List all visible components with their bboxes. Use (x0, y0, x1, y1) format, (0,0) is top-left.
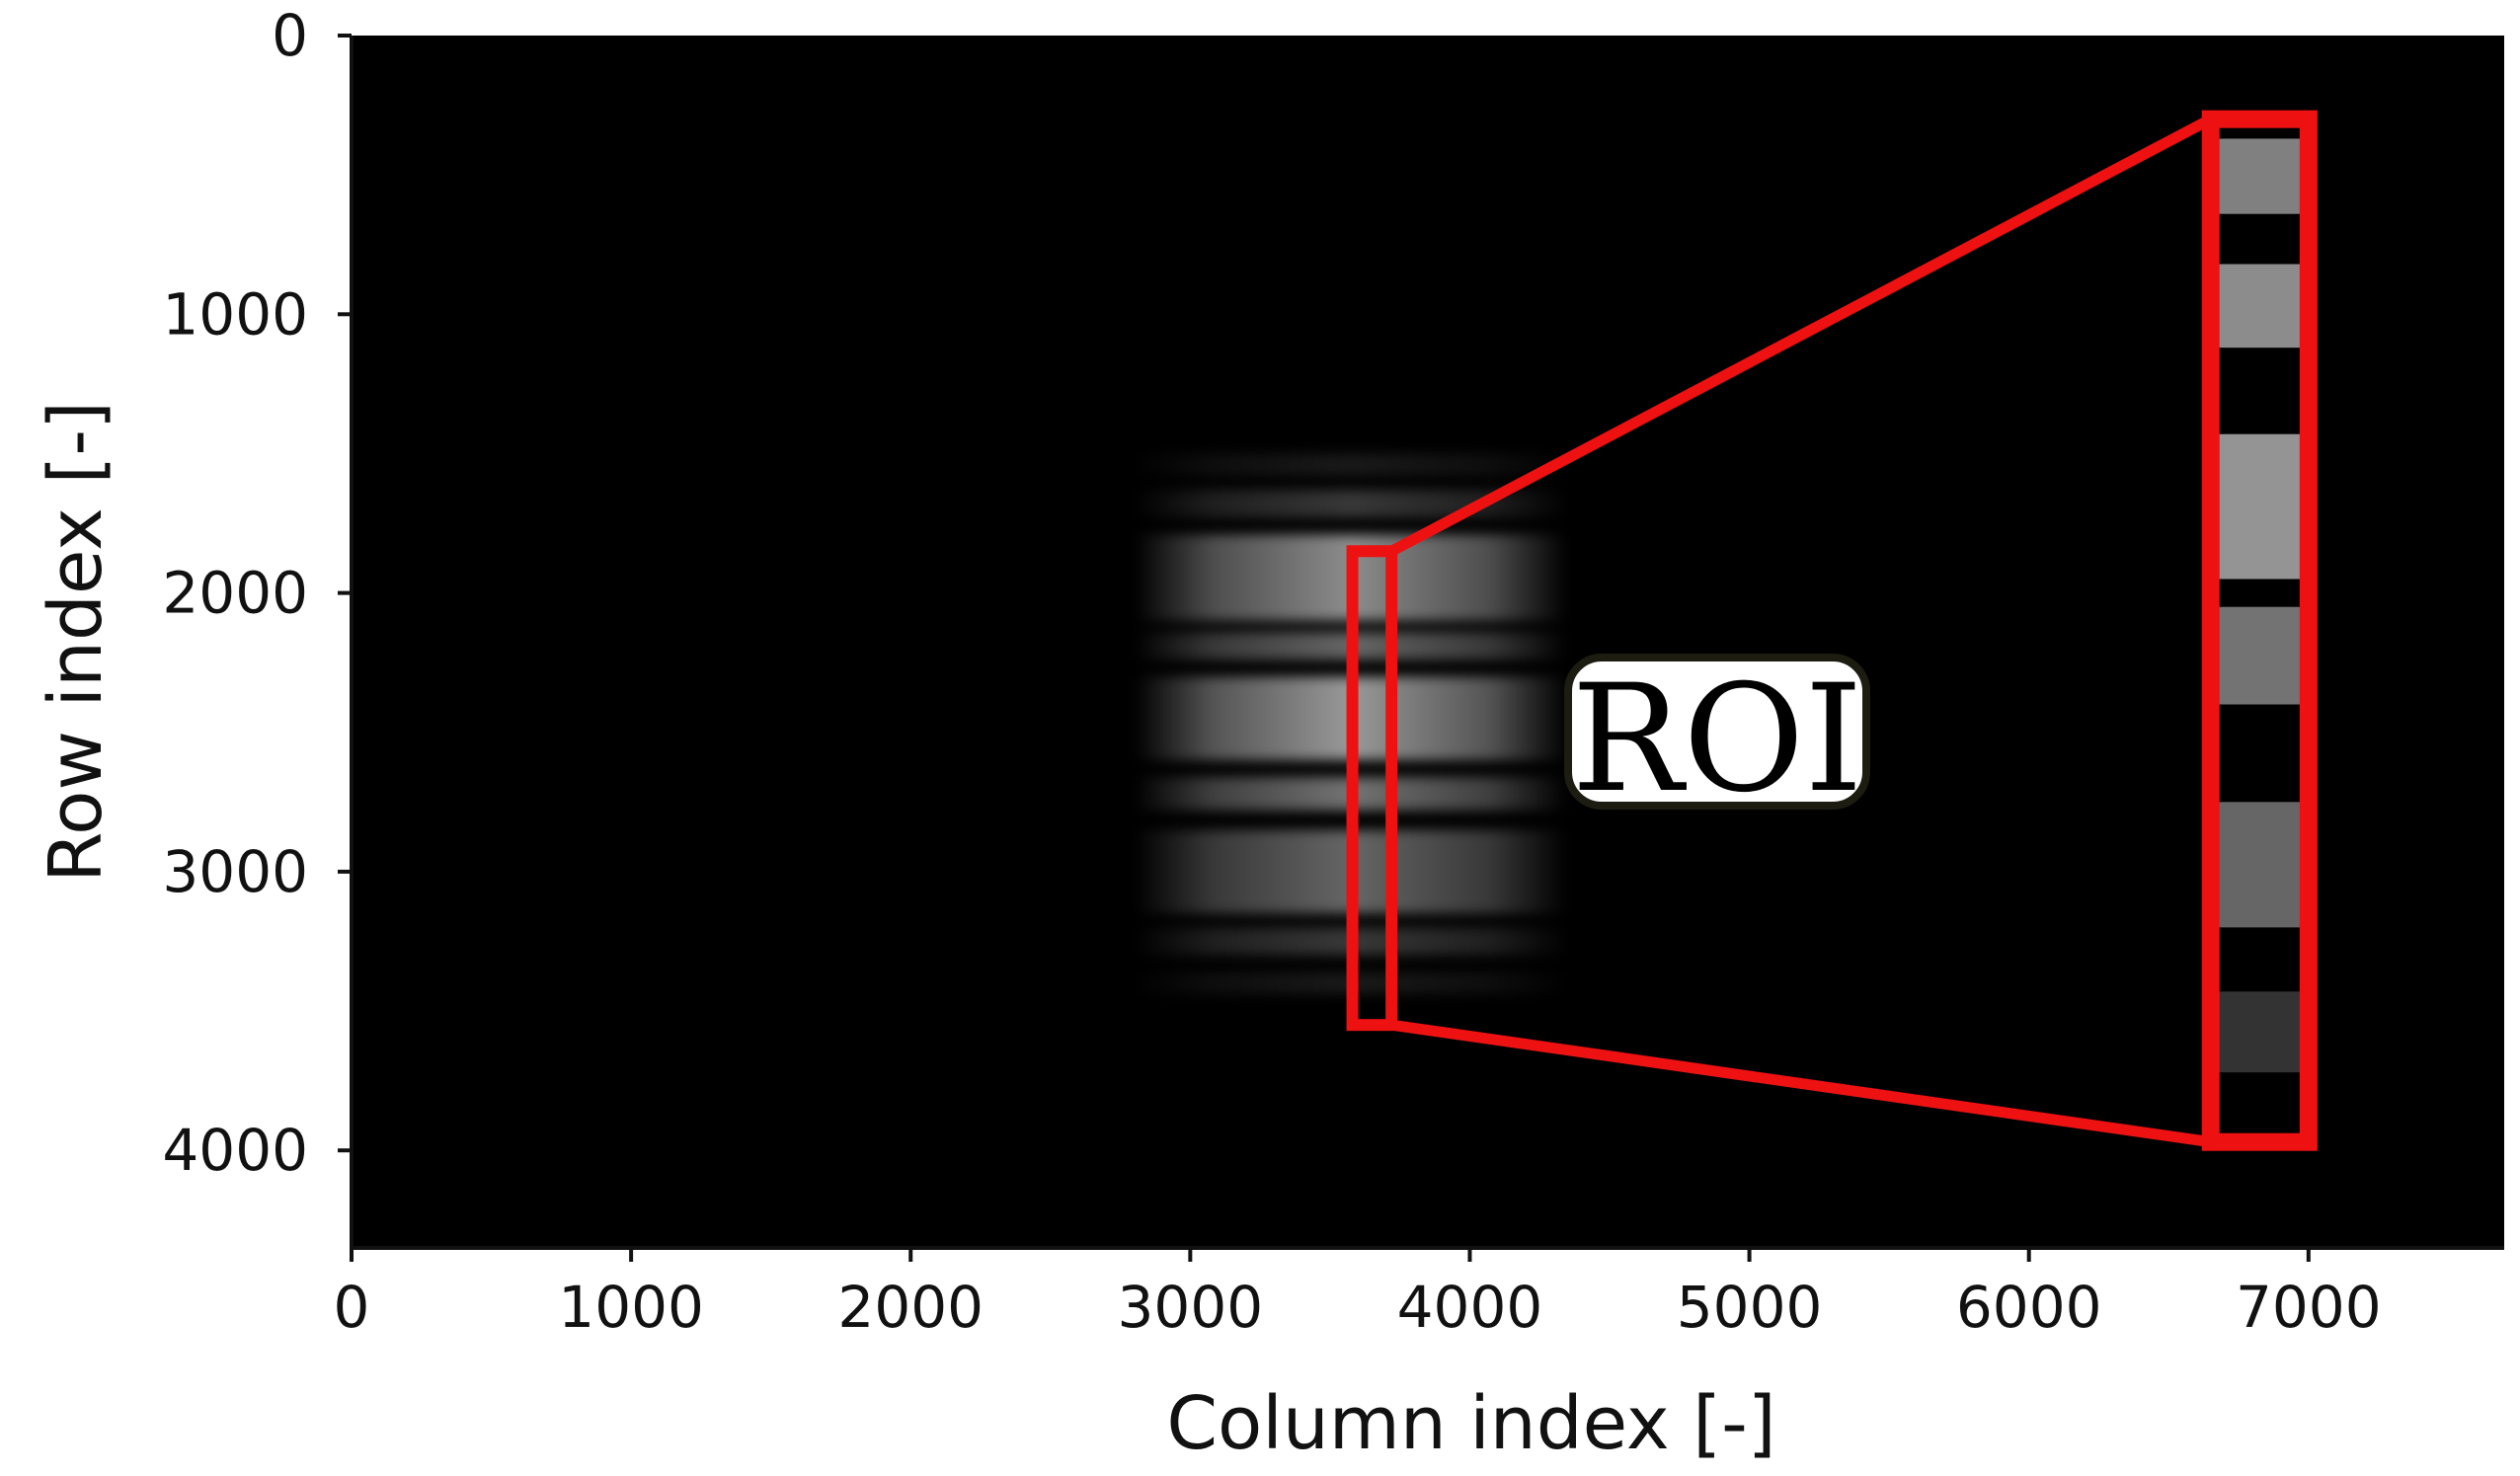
zoom-band (2210, 606, 2309, 705)
zoom-band (2210, 802, 2309, 928)
zoom-band (2210, 138, 2309, 214)
roi-label: ROI (1564, 654, 1870, 825)
fringe-band (1134, 453, 1568, 477)
roi-connector-bottom (1390, 1019, 2212, 1148)
y-tick-label: 2000 (162, 560, 308, 627)
zoom-band (2210, 991, 2309, 1073)
zoom-band (2210, 433, 2309, 580)
x-tick-label: 2000 (837, 1274, 984, 1341)
x-axis-label: Column index [-] (1166, 1381, 1775, 1466)
x-tick-label: 3000 (1118, 1274, 1264, 1341)
y-tick-label: 1000 (162, 280, 308, 348)
roi-connector-top (1388, 114, 2214, 557)
roi-overlay (1346, 110, 2318, 1151)
x-tick-label: 5000 (1677, 1274, 1823, 1341)
y-tick-label: 4000 (162, 1117, 308, 1184)
y-tick-label: 0 (272, 2, 308, 69)
y-axis-ticks: 0 1000 2000 3000 4000 (162, 2, 352, 1184)
x-tick-label: 1000 (558, 1274, 704, 1341)
x-tick-label: 4000 (1397, 1274, 1543, 1341)
x-tick-label: 0 (334, 1274, 370, 1341)
x-tick-label: 7000 (2236, 1274, 2382, 1341)
x-axis-ticks: 0 1000 2000 3000 4000 5000 6000 7000 (334, 1248, 2382, 1341)
y-tick-label: 3000 (162, 838, 308, 905)
roi-source-box (1346, 545, 1398, 1032)
zoom-band (2210, 264, 2309, 349)
roi-zoom-bands (2210, 138, 2309, 1073)
roi-label-text: ROI (1571, 654, 1862, 825)
roi-zoom-box (2201, 110, 2318, 1151)
y-axis-label: Row index [-] (34, 401, 118, 883)
x-tick-label: 6000 (1956, 1274, 2102, 1341)
roi-label-box (1564, 654, 1870, 810)
axes (350, 36, 2504, 1250)
